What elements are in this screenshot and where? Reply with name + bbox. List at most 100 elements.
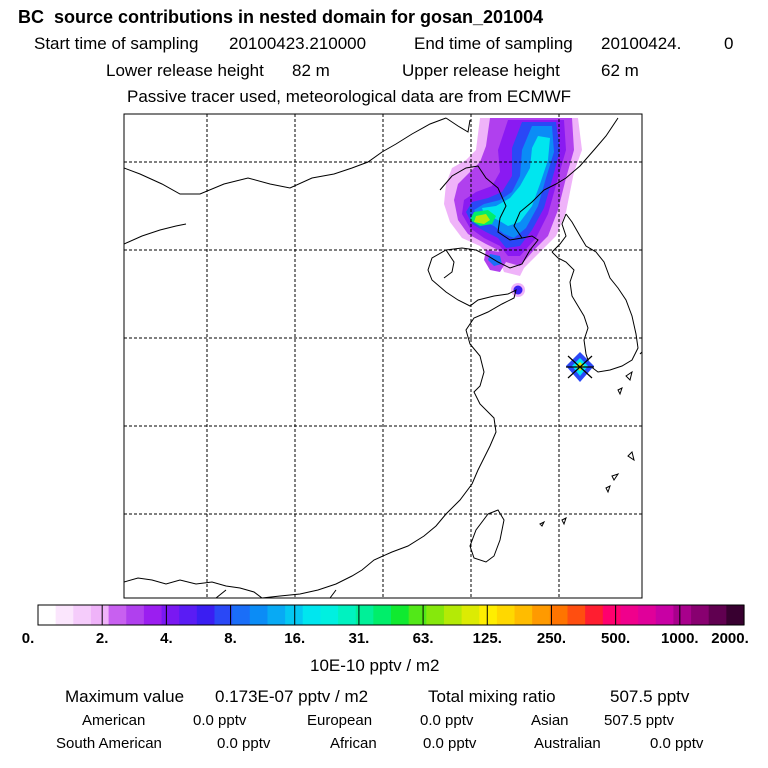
colorbar-label: 2000. [711, 630, 749, 647]
grid-lines [124, 114, 642, 598]
colorbar-swatch [249, 605, 269, 625]
colorbar-swatch [355, 605, 374, 625]
region-name: European [307, 712, 373, 729]
colorbar-swatch [532, 605, 551, 625]
upper-release-label: Upper release height [402, 61, 560, 80]
colorbar-swatch [514, 605, 533, 625]
colorbar-swatch [373, 605, 392, 625]
colorbar-swatch [708, 605, 727, 625]
colorbar-swatch [620, 605, 639, 625]
colorbar-swatch [549, 605, 569, 625]
colorbar-swatch [126, 605, 145, 625]
colorbar-swatch [302, 605, 321, 625]
colorbar-swatch [267, 605, 286, 625]
colorbar-unit: 10E-10 pptv / m2 [310, 656, 440, 675]
colorbar-label: 2. [95, 630, 109, 647]
end-time-value: 20100424. [601, 34, 682, 53]
colorbar-label: 4. [160, 630, 173, 647]
concentration-plume [444, 118, 582, 297]
start-time-label: Start time of sampling [34, 34, 199, 53]
tracer-note: Passive tracer used, meteorological data… [127, 87, 572, 106]
colorbar-label: 31. [348, 630, 370, 647]
coastlines [124, 117, 642, 598]
region-value: 0.0 pptv [420, 712, 474, 729]
coastline-korea-west [551, 213, 567, 253]
region-name: American [82, 712, 146, 729]
colorbar-swatch [55, 605, 74, 625]
region-value: 0.0 pptv [217, 735, 271, 752]
colorbar-swatch [585, 605, 604, 625]
plume-cyan [482, 136, 550, 226]
colorbar-swatch [408, 605, 427, 625]
colorbar-swatch [391, 605, 410, 625]
lower-release-label: Lower release height [106, 61, 264, 80]
region-name: South American [56, 735, 162, 752]
start-time-value: 20100423.210000 [229, 34, 367, 53]
upper-release-value: 62 m [601, 61, 639, 80]
colorbar-swatch [443, 605, 463, 625]
colorbar-swatch [673, 605, 692, 625]
region-value: 0.0 pptv [650, 735, 704, 752]
border-north [124, 117, 447, 195]
colorbar-label: 8. [224, 630, 237, 647]
colorbar-label: 16. [284, 630, 306, 647]
border-north-2 [445, 117, 471, 133]
colorbar-swatch [638, 605, 657, 625]
colorbar-swatch [285, 605, 304, 625]
colorbar [38, 605, 745, 625]
region-name: African [330, 735, 377, 752]
colorbar-swatch [90, 605, 110, 625]
colorbar-swatch [108, 605, 127, 625]
colorbar-swatch [196, 605, 216, 625]
lower-release-value: 82 m [292, 61, 330, 80]
region-value: 0.0 pptv [423, 735, 477, 752]
coastline-main [261, 117, 619, 598]
total-mixing-ratio-label: Total mixing ratio [428, 687, 556, 706]
region-name: Australian [534, 735, 601, 752]
colorbar-swatch [602, 605, 622, 625]
colorbar-label: 250. [536, 630, 567, 647]
region-name: Asian [531, 712, 569, 729]
taiwan [469, 509, 505, 563]
coastline-bohai [443, 249, 455, 279]
colorbar-swatch [479, 605, 498, 625]
colorbar-swatch [496, 605, 516, 625]
colorbar-swatch [161, 605, 180, 625]
colorbar-swatch [655, 605, 674, 625]
border-indochina [215, 589, 337, 598]
colorbar-swatch [426, 605, 445, 625]
colorbar-label: 0. [21, 630, 35, 647]
colorbar-swatch [691, 605, 710, 625]
colorbar-label: 63. [412, 630, 434, 647]
colorbar-label: 1000. [661, 630, 699, 647]
japan-islands [539, 351, 642, 527]
colorbar-swatch [179, 605, 198, 625]
receptor-marker [566, 352, 594, 382]
total-mixing-ratio-value: 507.5 pptv [610, 687, 690, 706]
maximum-value-label: Maximum value [65, 687, 185, 706]
border-south [124, 577, 263, 598]
colorbar-label: 500. [601, 630, 631, 647]
coastline-korea [551, 213, 639, 373]
region-value: 507.5 pptv [604, 712, 675, 729]
region-value: 0.0 pptv [193, 712, 247, 729]
maximum-value: 0.173E-07 pptv / m2 [215, 687, 369, 706]
colorbar-swatch [214, 605, 233, 625]
colorbar-ticks [37, 605, 745, 625]
colorbar-swatch [567, 605, 586, 625]
map-frame [123, 113, 643, 599]
colorbar-swatch [338, 605, 357, 625]
colorbar-swatch [726, 605, 745, 625]
receptor-cross [566, 355, 594, 379]
border-west [124, 223, 187, 245]
plume-yellow-green [474, 214, 490, 224]
end-time-extra: 0 [724, 34, 734, 53]
colorbar-swatch [320, 605, 339, 625]
end-time-label: End time of sampling [414, 34, 573, 53]
colorbar-swatch [143, 605, 163, 625]
colorbar-swatch [38, 605, 57, 625]
colorbar-swatch [73, 605, 92, 625]
colorbar-swatch [461, 605, 480, 625]
colorbar-swatch [232, 605, 251, 625]
